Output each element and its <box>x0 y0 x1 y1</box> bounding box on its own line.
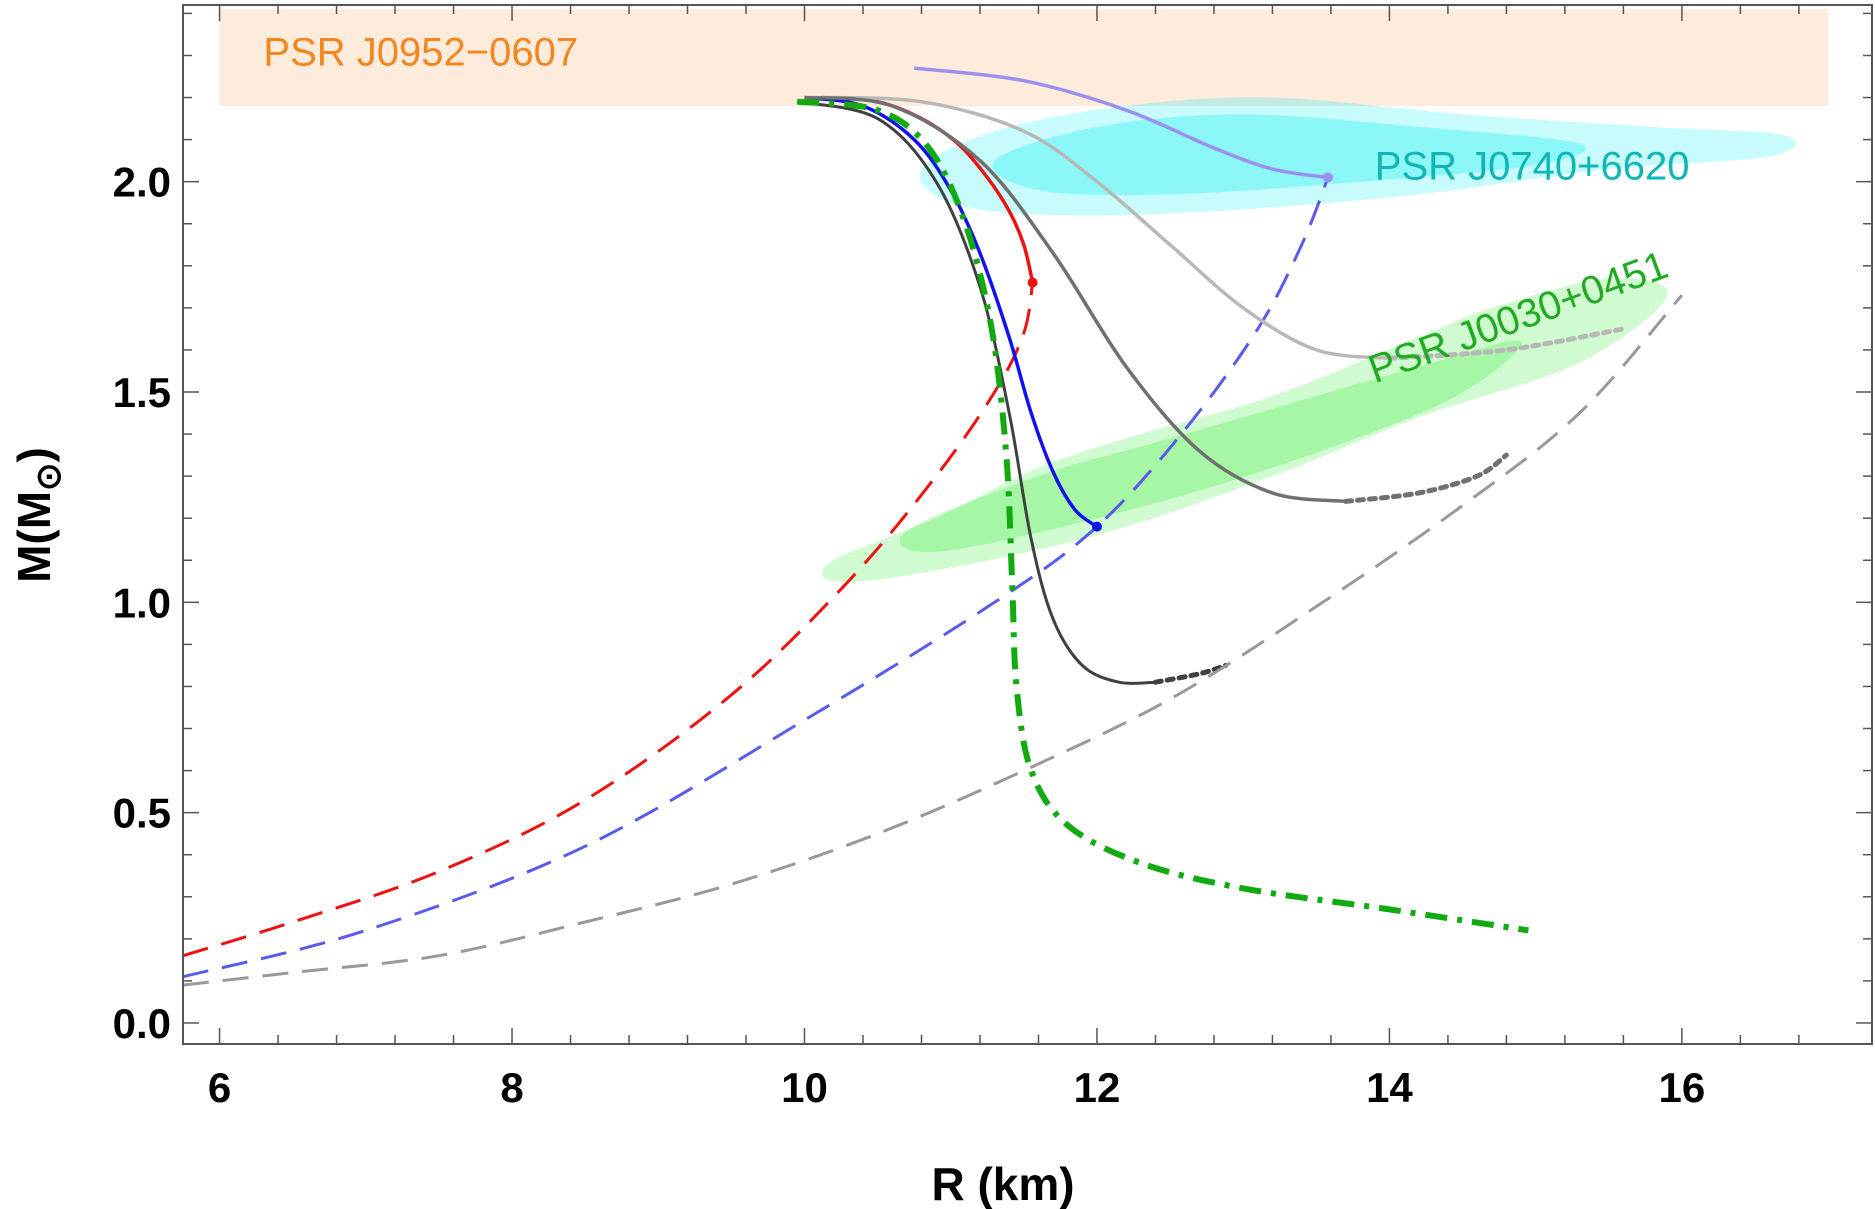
y-tick-label: 2.0 <box>113 159 171 206</box>
x-tick-label: 12 <box>1074 1064 1121 1111</box>
y-axis-title-close: ) <box>8 447 60 462</box>
series-red-dashed <box>182 282 1035 958</box>
region-psr-j0952-0607-band <box>219 9 1829 106</box>
series-light-gray-solid <box>804 95 1390 361</box>
y-axis-title-main: M(M <box>8 491 60 583</box>
y-axis-title: M(M⊙) <box>8 447 68 583</box>
axis-ticks: 6 8 10 12 14 16 0.0 0.5 1.0 1.5 2.0 <box>113 5 1872 1111</box>
series-mid-gray-solid <box>804 95 1346 504</box>
purple-max-point <box>1323 172 1334 183</box>
red-max-point <box>1027 277 1038 288</box>
series-end-markers <box>1027 172 1334 532</box>
series-gray-dashed <box>182 294 1684 987</box>
x-tick-label: 14 <box>1366 1064 1413 1111</box>
y-tick-label: 1.0 <box>113 579 171 626</box>
y-axis-title-sub: ⊙ <box>30 462 68 491</box>
series-dark-gray-dotted <box>1153 662 1229 685</box>
x-tick-label: 8 <box>500 1064 523 1111</box>
y-tick-label: 0.0 <box>113 1000 171 1047</box>
y-tick-label: 1.5 <box>113 369 171 416</box>
series-blue-solid <box>804 95 1099 529</box>
x-tick-label: 16 <box>1659 1064 1706 1111</box>
series-lines <box>182 66 1684 987</box>
series-mid-gray-dotted <box>1343 452 1509 504</box>
x-tick-label: 10 <box>781 1064 828 1111</box>
region-psr-j0740-6620-label: PSR J0740+6620 <box>1375 145 1690 189</box>
series-purple-solid <box>913 66 1329 180</box>
series-dark-gray-solid <box>796 100 1156 685</box>
y-tick-label: 0.5 <box>113 790 171 837</box>
region-psr-j0952-0607-label: PSR J0952−0607 <box>263 30 578 74</box>
x-axis-title: R (km) <box>931 1158 1074 1209</box>
plot-frame <box>182 4 1873 1045</box>
series-green-dashdot <box>796 98 1529 934</box>
region-psr-j0740-6620-outer <box>919 97 1796 216</box>
series-blue-dashed <box>182 176 1330 979</box>
region-psr-j0740-6620-inner <box>992 114 1587 196</box>
x-tick-label: 6 <box>208 1064 231 1111</box>
region-psr-j0030-0451-inner <box>899 340 1522 553</box>
series-light-gray-dotted <box>1386 326 1626 361</box>
blue-max-point <box>1091 521 1102 532</box>
plot-frame-border <box>182 4 1873 1045</box>
